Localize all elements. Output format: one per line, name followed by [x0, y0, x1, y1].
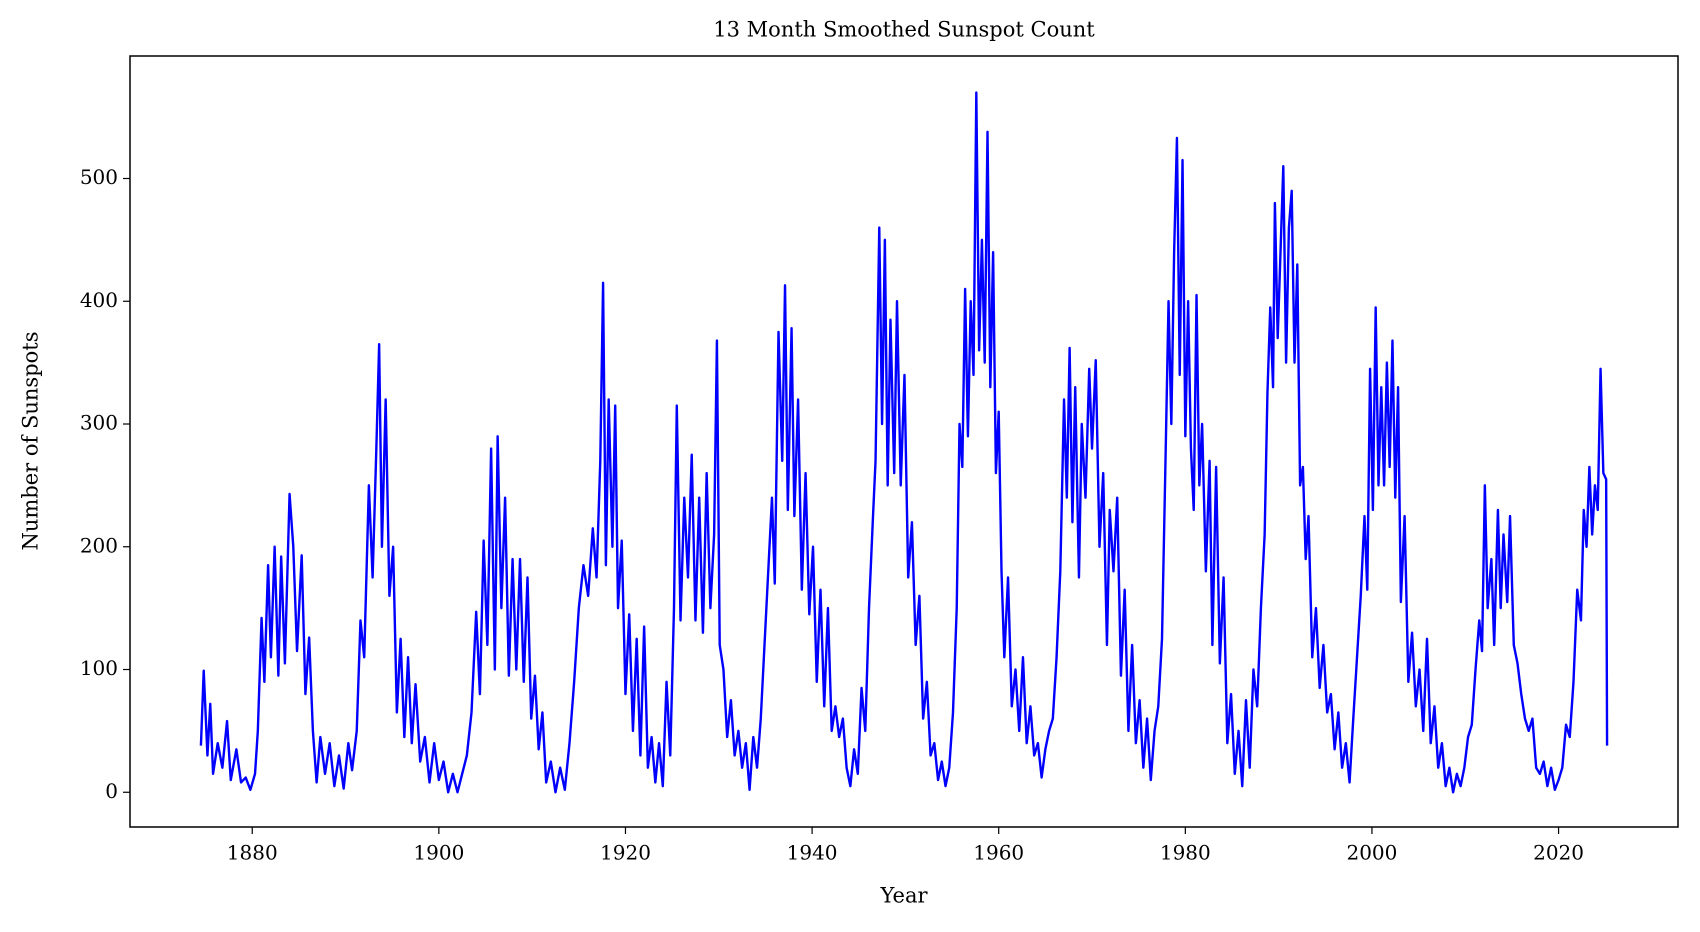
x-tick-label: 1920: [600, 841, 651, 865]
x-tick-label: 1960: [973, 841, 1024, 865]
data-line: [199, 91, 1609, 794]
y-axis-label: Number of Sunspots: [19, 331, 43, 550]
x-tick-label: 1940: [787, 841, 838, 865]
y-tick-label: 0: [105, 779, 118, 803]
x-tick-label: 2000: [1346, 841, 1397, 865]
plot-frame: [129, 55, 1679, 828]
x-tick-label: 2020: [1533, 841, 1584, 865]
y-tick-label: 100: [80, 656, 118, 680]
x-tick-label: 1880: [227, 841, 278, 865]
y-tick-label: 200: [80, 533, 118, 557]
x-tick-label: 1900: [413, 841, 464, 865]
y-tick-label: 300: [80, 411, 118, 435]
x-axis-label: Year: [879, 884, 928, 908]
chart-title: 13 Month Smoothed Sunspot Count: [713, 18, 1095, 42]
x-tick-label: 1980: [1160, 841, 1211, 865]
y-tick-label: 400: [80, 288, 118, 312]
y-tick-label: 500: [80, 165, 118, 189]
